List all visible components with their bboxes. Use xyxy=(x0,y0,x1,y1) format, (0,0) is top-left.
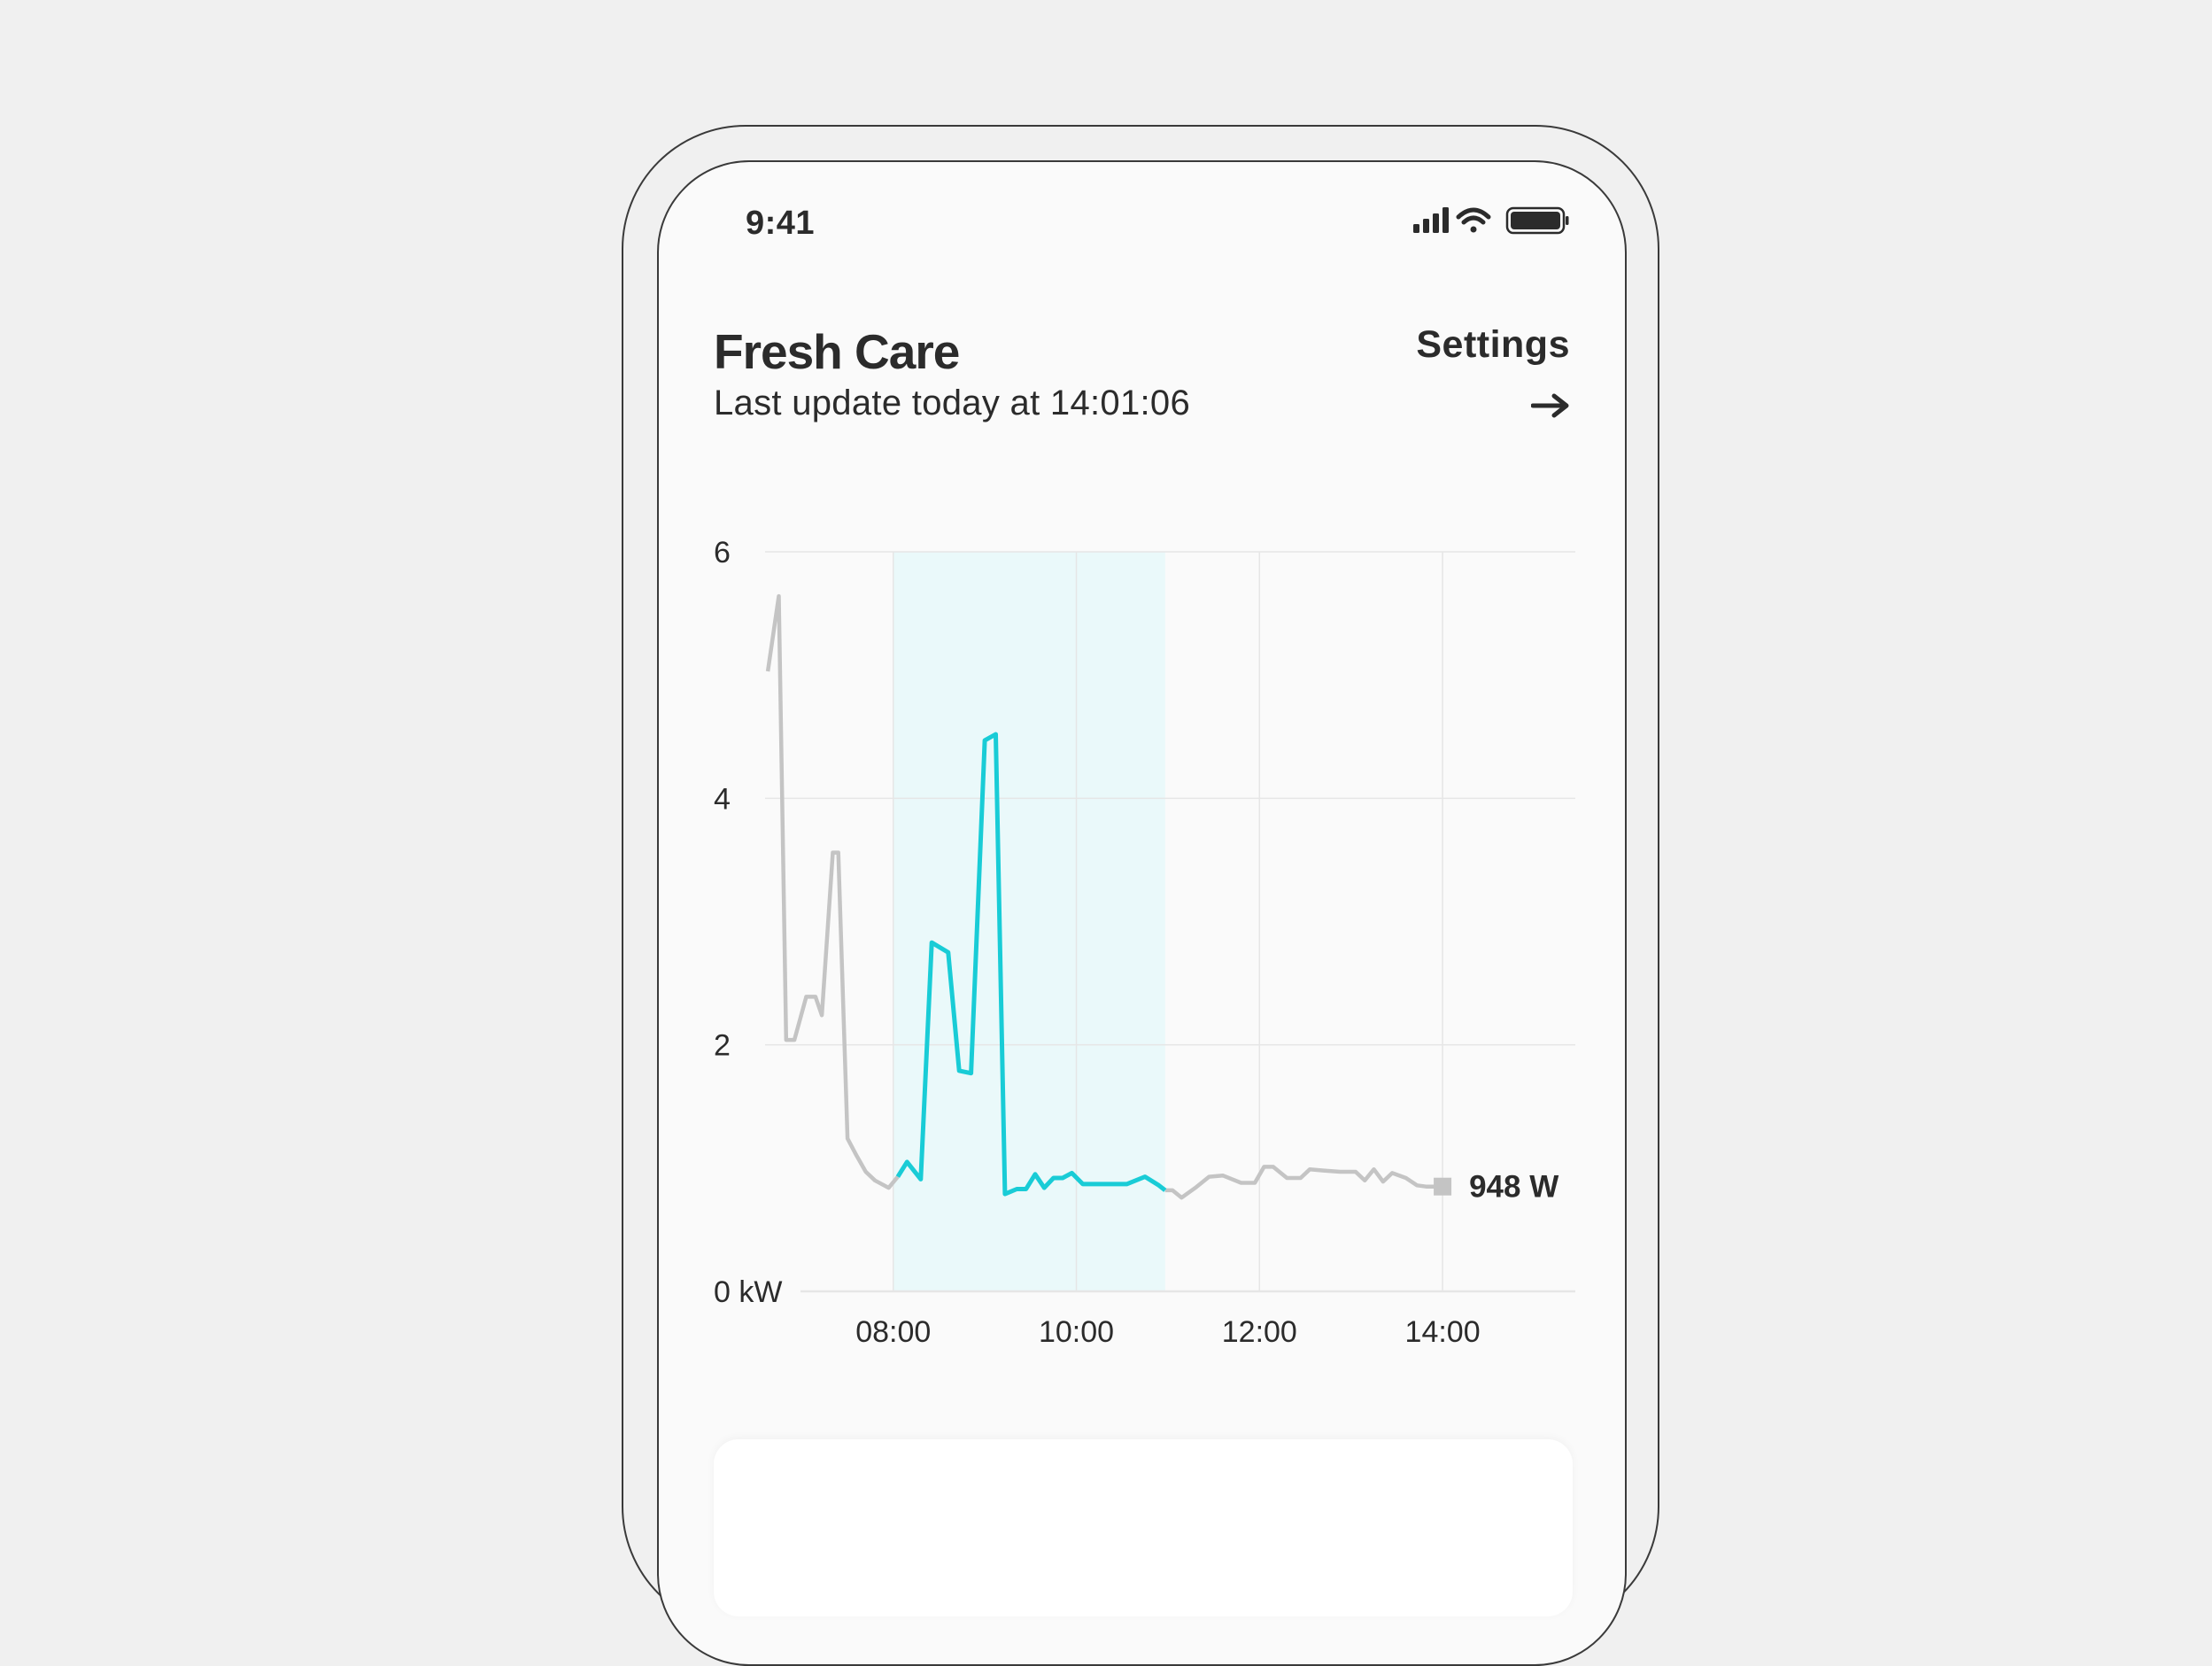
signal-icon xyxy=(1413,207,1449,233)
y-tick-label: 4 xyxy=(714,782,731,816)
series-line-before xyxy=(765,593,900,1190)
current-value-label: 948 W xyxy=(1469,1170,1558,1205)
y-tick-label: 2 xyxy=(714,1029,731,1063)
series-line-highlight xyxy=(895,732,1167,1197)
page-title: Fresh Care xyxy=(714,324,960,379)
wifi-icon xyxy=(1456,207,1491,233)
current-value-marker xyxy=(1434,1177,1452,1196)
power-chart: 0 kW 2 4 6 08:00 10:00 12:00 14:00 948 W xyxy=(714,536,1575,1349)
x-tick-label: 10:00 xyxy=(1039,1315,1114,1349)
last-update-text: Last update today at 14:01:06 xyxy=(714,384,1191,422)
x-tick-label: 08:00 xyxy=(855,1315,931,1349)
status-icons xyxy=(1413,206,1569,235)
settings-link[interactable]: Settings xyxy=(1416,323,1570,366)
highlight-band xyxy=(893,552,1165,1291)
battery-icon xyxy=(1505,206,1569,235)
x-tick-label: 14:00 xyxy=(1405,1315,1481,1349)
phone-screen: 9:41 Fresh Care Last update today at 14:… xyxy=(657,160,1627,1666)
y-tick-label: 6 xyxy=(714,536,731,570)
series-line-after xyxy=(1164,1165,1443,1200)
status-time: 9:41 xyxy=(746,205,816,242)
y-tick-label: 0 kW xyxy=(714,1275,782,1309)
x-tick-label: 12:00 xyxy=(1222,1315,1297,1349)
arrow-right-icon[interactable] xyxy=(1531,392,1570,419)
bottom-card xyxy=(714,1439,1573,1616)
